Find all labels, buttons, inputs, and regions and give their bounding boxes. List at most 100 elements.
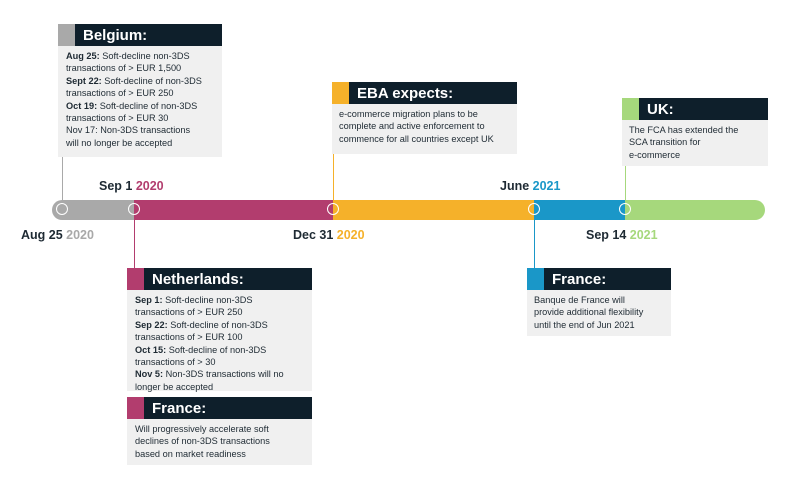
callout-line: longer be accepted	[135, 381, 284, 393]
callout-line: Oct 15: Soft-decline of non-3DS	[135, 344, 284, 356]
callout-line-text: Soft-decline of non-3DS	[168, 344, 267, 355]
callout-line-text: based on market readiness	[135, 448, 246, 459]
date-june-text: June	[500, 179, 533, 193]
date-label-sep14: Sep 14 2021	[586, 228, 658, 242]
uk-text: The FCA has extended the SCA transition f…	[629, 124, 738, 161]
france-right-color-swatch	[527, 268, 544, 290]
callout-line-text: transactions of > EUR 100	[135, 332, 243, 343]
callout-line-bold: Sep 22:	[135, 319, 171, 330]
eba-connector	[333, 154, 334, 203]
node-june	[528, 203, 540, 215]
callout-line: transactions of > EUR 250	[66, 87, 202, 99]
eba-title: EBA expects:	[349, 82, 517, 104]
callout-line: Sep 1: Soft-decline non-3DS	[135, 294, 284, 306]
callout-line: Will progressively accelerate soft	[135, 423, 270, 435]
callout-line-text: longer be accepted	[135, 381, 214, 392]
callout-line-text: transactions of > 30	[135, 357, 216, 368]
callout-line-text: Non-3DS transactions will no	[165, 369, 284, 380]
date-sep1-text: Sep 1	[99, 179, 136, 193]
callout-line-bold: Oct 15:	[135, 344, 169, 355]
callout-line-text: transactions of > EUR 250	[135, 307, 243, 318]
callout-line-text: Soft-decline non-3DS	[102, 51, 190, 61]
date-sep14-text: Sep 14	[586, 228, 630, 242]
callout-line: SCA transition for	[629, 136, 738, 148]
date-june-year: 2021	[532, 179, 561, 193]
france-bottom-title: France:	[144, 397, 312, 419]
callout-line-text: e-commerce migration plans to be	[339, 109, 478, 119]
eba-header: EBA expects:	[332, 82, 517, 104]
callout-line: transactions of > EUR 1,500	[66, 62, 202, 74]
uk-color-swatch	[622, 98, 639, 120]
eba-text: e-commerce migration plans to be complete…	[339, 108, 494, 145]
france-right-connector	[534, 217, 535, 268]
uk-title: UK:	[639, 98, 768, 120]
uk-connector	[625, 166, 626, 203]
callout-line-text: complete and active enforcement to	[339, 121, 485, 132]
callout-line-text: will no longer be accepted	[66, 137, 173, 148]
timeline-segment-orange	[333, 200, 535, 220]
callout-line-text: e-commerce	[629, 149, 681, 160]
date-aug25-text: Aug 25	[21, 228, 67, 242]
callout-line-text: Banque de France will	[534, 295, 625, 305]
belgium-title: Belgium:	[75, 24, 222, 46]
date-aug25-year: 2020	[66, 228, 94, 242]
date-label-sep1: Sep 1 2020	[99, 179, 164, 193]
france-bottom-color-swatch	[127, 397, 144, 419]
callout-line-text: The FCA has extended the	[629, 125, 739, 135]
timeline-segment-magenta	[134, 200, 334, 220]
callout-line: Nov 17: Non-3DS transactions	[66, 124, 202, 136]
belgium-connector	[62, 157, 63, 203]
node-sep14	[619, 203, 631, 215]
callout-line: declines of non-3DS transactions	[135, 435, 270, 447]
callout-line: Nov 5: Non-3DS transactions will no	[135, 368, 284, 380]
callout-line-text: commence for all countries except UK	[339, 133, 494, 144]
netherlands-color-swatch	[127, 268, 144, 290]
eba-color-swatch	[332, 82, 349, 104]
timeline-segment-green	[625, 200, 765, 220]
callout-line-text: declines of non-3DS transactions	[135, 436, 270, 447]
callout-line-text: Will progressively accelerate soft	[135, 424, 269, 434]
date-label-aug25: Aug 25 2020	[21, 228, 94, 242]
callout-line: The FCA has extended the	[629, 124, 738, 136]
node-aug25	[56, 203, 68, 215]
callout-line-text: Soft-decline of non-3DS	[99, 100, 198, 111]
date-dec31-year: 2020	[336, 228, 365, 242]
timeline-segment-blue	[534, 200, 626, 220]
callout-line: transactions of > 30	[135, 356, 284, 368]
callout-line: complete and active enforcement to	[339, 120, 494, 132]
belgium-color-swatch	[58, 24, 75, 46]
callout-line: will no longer be accepted	[66, 137, 202, 149]
callout-line-bold: Oct 19:	[66, 100, 100, 111]
callout-line-bold: Sept 22:	[66, 75, 105, 86]
callout-line: based on market readiness	[135, 448, 270, 460]
callout-line-text: transactions of > EUR 30	[66, 113, 169, 124]
belgium-header: Belgium:	[58, 24, 222, 46]
node-dec31	[327, 203, 339, 215]
callout-line: commence for all countries except UK	[339, 133, 494, 145]
france-right-text: Banque de France will provide additional …	[534, 294, 643, 331]
france-bottom-text: Will progressively accelerate soft declin…	[135, 423, 270, 460]
callout-line-text: Soft-decline of non-3DS	[170, 319, 268, 330]
callout-line: Banque de France will	[534, 294, 643, 306]
node-sep1	[128, 203, 140, 215]
callout-line-text: Soft-decline non-3DS	[165, 295, 253, 305]
callout-line-bold: Aug 25:	[66, 51, 103, 61]
callout-line-text: Soft-decline of non-3DS	[104, 75, 202, 86]
belgium-text: Aug 25: Soft-decline non-3DS transactions…	[66, 50, 202, 149]
callout-line-text: transactions of > EUR 250	[66, 88, 174, 99]
date-label-june: June 2021	[500, 179, 560, 193]
netherlands-text: Sep 1: Soft-decline non-3DS transactions …	[135, 294, 284, 393]
netherlands-header: Netherlands:	[127, 268, 312, 290]
callout-line-text: Nov 17: Non-3DS transactions	[66, 125, 191, 136]
callout-line-text: transactions of > EUR 1,500	[66, 63, 182, 74]
date-label-dec31: Dec 31 2020	[293, 228, 365, 242]
callout-line-text: until the end of Jun 2021	[534, 319, 635, 330]
timeline-segment-gray	[52, 200, 144, 220]
callout-line: until the end of Jun 2021	[534, 319, 643, 331]
callout-line-bold: Nov 5:	[135, 369, 166, 380]
france-right-title: France:	[544, 268, 671, 290]
france-bottom-header: France:	[127, 397, 312, 419]
callout-line: Aug 25: Soft-decline non-3DS	[66, 50, 202, 62]
belgium-callout	[58, 24, 222, 157]
callout-line-text: SCA transition for	[629, 137, 701, 148]
